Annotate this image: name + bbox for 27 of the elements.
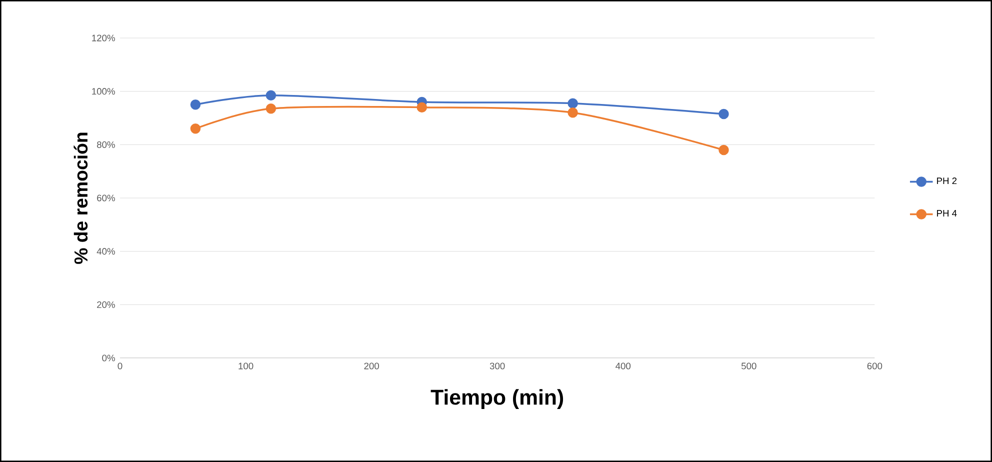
y-tick-label: 0% bbox=[102, 354, 115, 362]
x-tick-label: 0 bbox=[118, 362, 122, 370]
y-tick-label: 20% bbox=[97, 301, 115, 308]
point bbox=[568, 98, 578, 108]
point bbox=[416, 102, 428, 112]
x-tick-label: 100 bbox=[238, 362, 254, 370]
x-tick-label: 500 bbox=[741, 362, 756, 370]
x-tick-label: 600 bbox=[867, 362, 882, 370]
y-axis-title: % de remoción bbox=[74, 132, 88, 264]
y-tick-label: 40% bbox=[96, 248, 115, 255]
point bbox=[190, 124, 201, 134]
point bbox=[266, 104, 276, 114]
point bbox=[718, 108, 729, 120]
point bbox=[718, 144, 729, 156]
y-tick-label: 100% bbox=[92, 88, 115, 95]
legend-label: PH 2 bbox=[937, 178, 957, 184]
y-tick-label: 60% bbox=[97, 194, 115, 202]
point bbox=[266, 90, 276, 100]
y-tick-label: 80% bbox=[97, 141, 115, 148]
x-tick-label: 400 bbox=[616, 362, 631, 370]
x-axis-title: Tiempo (min) bbox=[430, 389, 564, 410]
point bbox=[190, 100, 201, 110]
x-tick-label: 200 bbox=[364, 362, 379, 370]
legend-label: PH 4 bbox=[937, 210, 957, 216]
x-tick-label: 300 bbox=[490, 362, 505, 370]
y-tick-label: 120% bbox=[92, 34, 115, 42]
point bbox=[568, 108, 578, 118]
